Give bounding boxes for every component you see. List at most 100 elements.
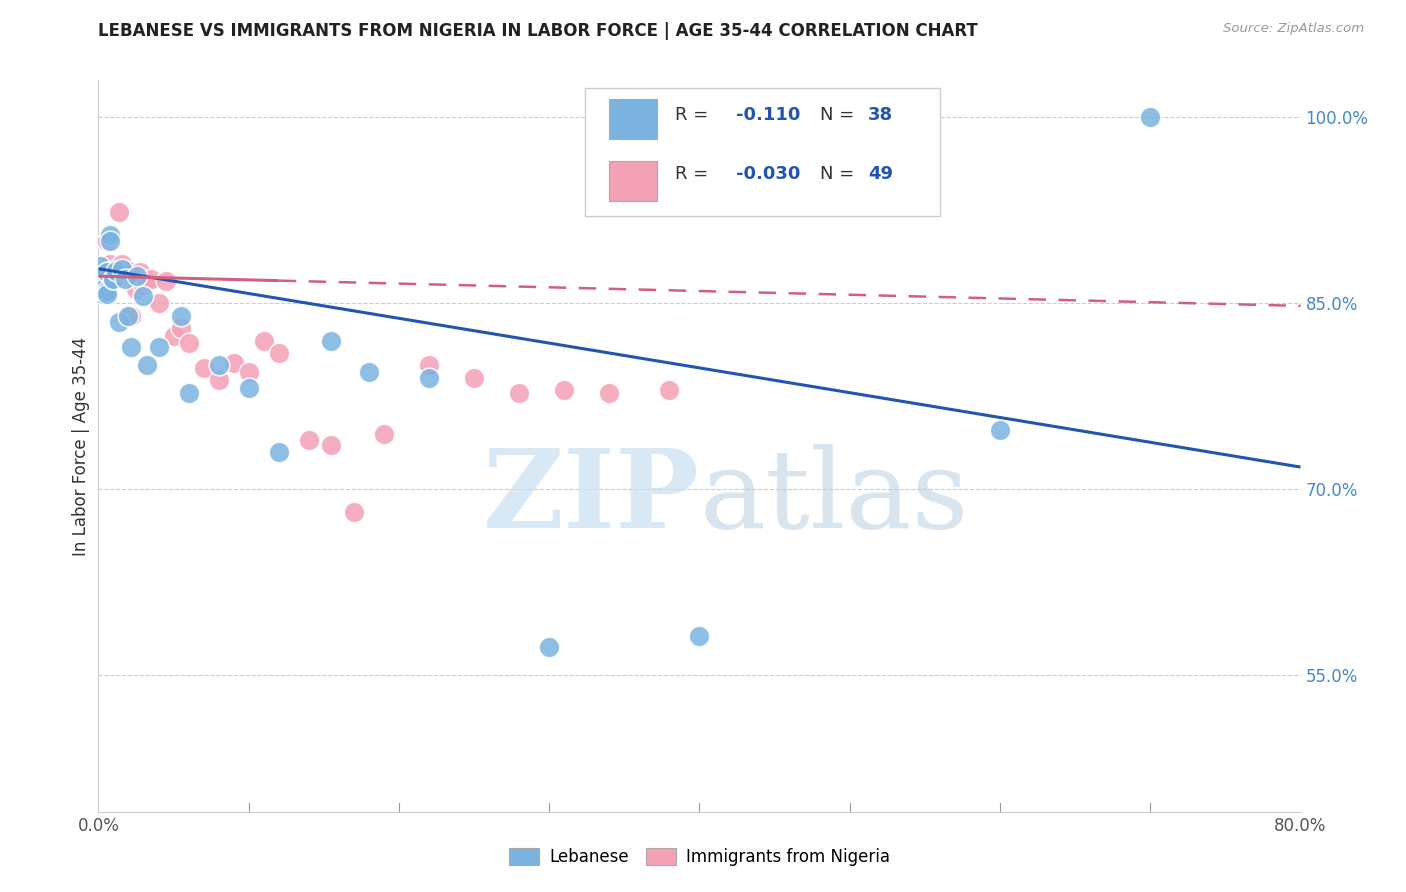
Point <box>132 277 155 292</box>
Point <box>96 235 118 249</box>
Point <box>105 264 128 278</box>
Point <box>148 340 170 354</box>
Point <box>103 269 125 284</box>
Point <box>238 381 260 395</box>
Point <box>135 359 157 373</box>
Text: -0.110: -0.110 <box>735 106 800 124</box>
Point <box>177 336 200 351</box>
Point <box>538 640 561 654</box>
Point <box>321 438 343 452</box>
Point <box>89 277 111 292</box>
Point <box>100 228 122 243</box>
Point <box>89 265 111 279</box>
Point <box>121 340 143 354</box>
Legend: Lebanese, Immigrants from Nigeria: Lebanese, Immigrants from Nigeria <box>503 841 896 873</box>
Point <box>96 265 118 279</box>
Point <box>89 265 111 279</box>
Point <box>162 328 184 343</box>
Point <box>267 346 290 360</box>
Point <box>208 373 231 387</box>
Text: R =: R = <box>675 106 714 124</box>
Point <box>658 383 681 397</box>
Point <box>508 385 530 400</box>
Point <box>91 281 114 295</box>
Point <box>988 423 1011 437</box>
Point <box>91 265 114 279</box>
Point <box>108 204 131 219</box>
Text: ZIP: ZIP <box>482 443 700 550</box>
Point <box>373 426 395 441</box>
Point <box>418 359 440 373</box>
Point <box>208 359 231 373</box>
Point <box>170 321 193 335</box>
Point <box>343 505 366 519</box>
Point <box>139 271 162 285</box>
Point <box>135 274 157 288</box>
Point <box>222 356 245 370</box>
Point <box>463 371 485 385</box>
Point <box>91 286 114 301</box>
Point <box>111 261 134 276</box>
Text: 38: 38 <box>868 106 893 124</box>
Point <box>89 271 111 285</box>
Point <box>97 271 120 285</box>
Point <box>89 271 111 285</box>
Point <box>89 259 111 273</box>
Point <box>238 365 260 379</box>
Point <box>90 269 112 284</box>
Point <box>96 265 118 279</box>
Point <box>94 271 117 285</box>
Point <box>91 271 114 285</box>
Point <box>127 269 149 284</box>
Point <box>357 365 380 379</box>
Point <box>100 257 122 271</box>
Point <box>104 264 127 278</box>
Point <box>132 289 155 303</box>
Point <box>108 315 131 329</box>
Point <box>114 267 136 281</box>
Point <box>148 296 170 310</box>
Point <box>121 309 143 323</box>
Point <box>89 271 111 285</box>
Point <box>103 271 125 285</box>
Point <box>89 274 111 288</box>
Point <box>253 334 276 348</box>
Point <box>91 284 114 298</box>
Text: R =: R = <box>675 165 714 183</box>
Point <box>170 309 193 323</box>
Point <box>100 261 122 276</box>
Text: LEBANESE VS IMMIGRANTS FROM NIGERIA IN LABOR FORCE | AGE 35-44 CORRELATION CHART: LEBANESE VS IMMIGRANTS FROM NIGERIA IN L… <box>98 22 979 40</box>
Text: Source: ZipAtlas.com: Source: ZipAtlas.com <box>1223 22 1364 36</box>
Point <box>129 265 152 279</box>
Point <box>1139 111 1161 125</box>
Point <box>155 274 177 288</box>
Text: N =: N = <box>820 106 859 124</box>
Point <box>105 261 128 276</box>
Y-axis label: In Labor Force | Age 35-44: In Labor Force | Age 35-44 <box>72 336 90 556</box>
Text: atlas: atlas <box>700 443 969 550</box>
Point <box>689 629 711 643</box>
Point <box>114 271 136 285</box>
Point <box>298 433 321 447</box>
Point <box>125 281 148 295</box>
Point <box>96 286 118 301</box>
Point <box>90 271 112 285</box>
Point <box>553 383 575 397</box>
Point <box>418 371 440 385</box>
Point <box>177 385 200 400</box>
Point <box>598 385 620 400</box>
Point <box>94 269 117 284</box>
FancyBboxPatch shape <box>609 99 658 139</box>
Point <box>111 257 134 271</box>
Point <box>117 309 139 323</box>
Point <box>117 264 139 278</box>
Point <box>267 445 290 459</box>
Point <box>103 271 125 285</box>
Text: N =: N = <box>820 165 859 183</box>
Point <box>96 284 118 298</box>
Text: -0.030: -0.030 <box>735 165 800 183</box>
Point <box>91 284 114 298</box>
Point <box>100 235 122 249</box>
FancyBboxPatch shape <box>609 161 658 201</box>
Point <box>193 360 215 375</box>
